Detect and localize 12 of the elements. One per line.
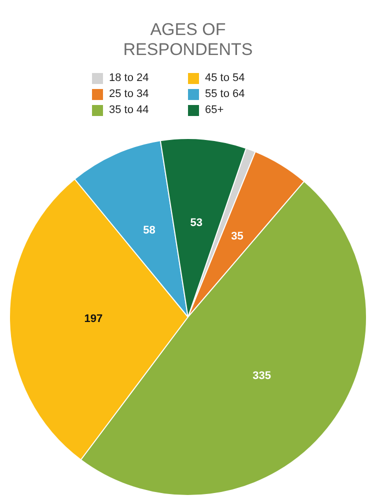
data-label: 35 [231,230,244,242]
legend-label: 65+ [205,104,224,116]
chart-title: AGES OF RESPONDENTS [122,20,254,60]
legend-label: 55 to 64 [205,88,245,100]
data-label: 197 [84,313,103,326]
data-label: 53 [190,216,202,229]
legend-label: 45 to 54 [205,72,245,84]
legend-label: 35 to 44 [109,104,149,116]
legend-label: 25 to 34 [109,88,149,100]
data-label: 58 [143,224,156,237]
legend-label: 18 to 24 [109,72,149,84]
data-label: 335 [252,370,271,382]
